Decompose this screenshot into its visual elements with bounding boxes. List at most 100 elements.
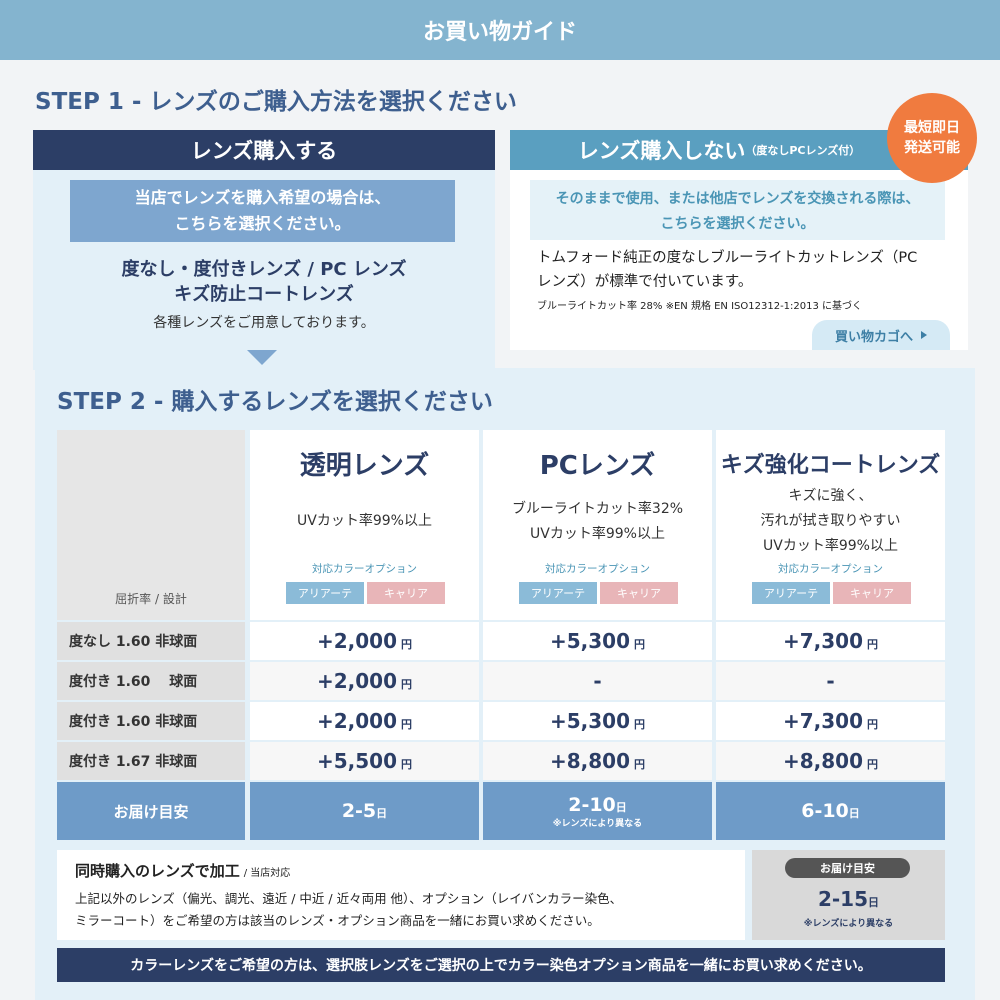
- price-amount: +2,000: [316, 629, 398, 653]
- cart-button[interactable]: 買い物カゴへ: [812, 320, 950, 350]
- price-unit: 円: [401, 757, 413, 771]
- price-amount: +2,000: [316, 669, 398, 693]
- corner-label: 屈折率 / 設計: [115, 591, 187, 606]
- column-feature: UVカット率99%以上: [530, 525, 665, 542]
- days-unit: 日: [615, 800, 627, 814]
- nobuy-note: こちらを選択ください。: [660, 215, 815, 232]
- badge-text: 発送可能: [904, 140, 960, 156]
- price-amount: +8,800: [549, 749, 631, 773]
- row-label: 度なし 1.60 非球面: [57, 622, 245, 660]
- nobuy-heading-text: レンズ購入しない: [577, 139, 746, 163]
- column-feature: UVカット率99%以上: [297, 513, 432, 529]
- price-amount: -: [826, 669, 835, 693]
- step-title: STEP 1 - レンズのご購入方法を選択ください: [35, 89, 517, 115]
- price-cell: -: [483, 662, 712, 700]
- processing-text: 上記以外のレンズ（偏光、調光、遠近 / 中近 / 近々両用 他）、オプション（レ…: [75, 891, 623, 906]
- price-cell: +2,000 円: [250, 662, 479, 700]
- option-chip: アリアーテ: [286, 582, 364, 604]
- cart-button-text: 買い物カゴへ: [834, 329, 913, 345]
- header-bar: お買い物ガイド: [0, 0, 1000, 60]
- processing-title-sub: / 当店対応: [243, 868, 291, 879]
- option-chip: キャリア: [367, 582, 445, 604]
- processing-box: [57, 850, 745, 940]
- days: 2-5: [341, 800, 377, 822]
- column-feature: UVカット率99%以上: [763, 538, 898, 554]
- option-label: 対応カラーオプション: [545, 562, 650, 575]
- column-name: キズ強化コートレンズ: [720, 453, 941, 478]
- buy-lens: キズ防止コートレンズ: [174, 284, 354, 305]
- badge: 最短即日 発送可能: [887, 93, 977, 183]
- buy-lens: 度なし・度付きレンズ / PC レンズ: [121, 259, 407, 280]
- price-cell: +7,300 円: [716, 702, 945, 740]
- days: 2-15: [817, 887, 869, 911]
- button-arrow: [921, 331, 927, 339]
- price-unit: 円: [634, 717, 646, 731]
- processing-delivery-label: お届け目安: [785, 858, 910, 878]
- price-unit: 円: [401, 677, 413, 691]
- nobuy-note: そのままで使用、または他店でレンズを交換される際は、: [555, 190, 920, 207]
- step-title: STEP 2 - 購入するレンズを選択ください: [57, 389, 493, 415]
- buy-note: こちらを選択ください。: [174, 214, 351, 233]
- days: 2-10: [568, 793, 616, 816]
- option-chip: キャリア: [833, 582, 911, 604]
- delivery-cell: 2-5日: [250, 782, 479, 840]
- badge-text: 最短即日: [904, 120, 960, 136]
- column-feature: キズに強く、: [788, 488, 873, 504]
- days-unit: 日: [848, 807, 860, 820]
- buy-heading: レンズ購入する: [33, 130, 495, 170]
- price-cell: +8,800 円: [483, 742, 712, 780]
- price-cell: +5,500 円: [250, 742, 479, 780]
- nobuy-small: ブルーライトカット率 28% ※EN 規格 EN ISO12312-1:2013…: [537, 301, 863, 312]
- delivery-days: 2-10日: [568, 794, 627, 816]
- price-amount: +5,300: [549, 709, 631, 733]
- corner-cell: [57, 430, 245, 620]
- processing-title-text: 同時購入のレンズで加工: [75, 862, 240, 880]
- price-unit: 円: [634, 637, 646, 651]
- column-feature: 汚れが拭き取りやすい: [760, 513, 901, 529]
- delivery-cell: 2-10日 ※レンズにより異なる: [483, 782, 712, 840]
- price-amount: +5,500: [316, 749, 398, 773]
- days: 6-10: [801, 800, 849, 822]
- delivery-note: ※レンズにより異なる: [552, 818, 643, 829]
- processing-text: ミラーコート）をご希望の方は該当のレンズ・オプション商品を一緒にお買い求めくださ…: [75, 913, 600, 928]
- price-unit: 円: [401, 637, 413, 651]
- price-cell: +8,800 円: [716, 742, 945, 780]
- price-cell: +5,300 円: [483, 702, 712, 740]
- buy-sub: 各種レンズをご用意しております。: [153, 315, 375, 331]
- option-chip: キャリア: [600, 582, 678, 604]
- processing-days: 2-15 日: [752, 884, 945, 914]
- price-amount: +7,300: [782, 629, 864, 653]
- price-unit: 円: [867, 717, 879, 731]
- delivery-days: 2-5日: [342, 800, 387, 822]
- buy-note-box: [70, 180, 455, 242]
- price-cell: +7,300 円: [716, 622, 945, 660]
- row-label: 度付き 1.60 非球面: [57, 702, 245, 740]
- days-unit: 日: [868, 896, 880, 909]
- price-amount: +2,000: [316, 709, 398, 733]
- price-amount: +7,300: [782, 709, 864, 733]
- delivery-days: 6-10日: [801, 800, 860, 822]
- row-label: 度付き 1.67 非球面: [57, 742, 245, 780]
- processing-title: 同時購入のレンズで加工 / 当店対応: [75, 860, 575, 884]
- price-cell: +5,300 円: [483, 622, 712, 660]
- option-label: 対応カラーオプション: [778, 562, 883, 575]
- price-unit: 円: [867, 757, 879, 771]
- days-unit: 日: [376, 807, 388, 820]
- nobuy-heading-sub: （度なしPCレンズ付）: [745, 144, 861, 157]
- price-unit: 円: [401, 717, 413, 731]
- processing-note: ※レンズにより異なる: [803, 918, 894, 929]
- price-amount: -: [593, 669, 602, 693]
- price-amount: +5,300: [549, 629, 631, 653]
- arrow: [247, 350, 277, 365]
- price-cell: +2,000 円: [250, 622, 479, 660]
- option-label: 対応カラーオプション: [312, 562, 417, 575]
- row-label: 度付き 1.60 球面: [57, 662, 245, 700]
- price-unit: 円: [634, 757, 646, 771]
- price-cell: -: [716, 662, 945, 700]
- column-name: PCレンズ: [539, 450, 656, 481]
- footer-bar: カラーレンズをご希望の方は、選択肢レンズをご選択の上でカラー染色オプション商品を…: [57, 948, 945, 982]
- option-chip: アリアーテ: [519, 582, 597, 604]
- nobuy-note-box: [530, 180, 945, 240]
- price-cell: +2,000 円: [250, 702, 479, 740]
